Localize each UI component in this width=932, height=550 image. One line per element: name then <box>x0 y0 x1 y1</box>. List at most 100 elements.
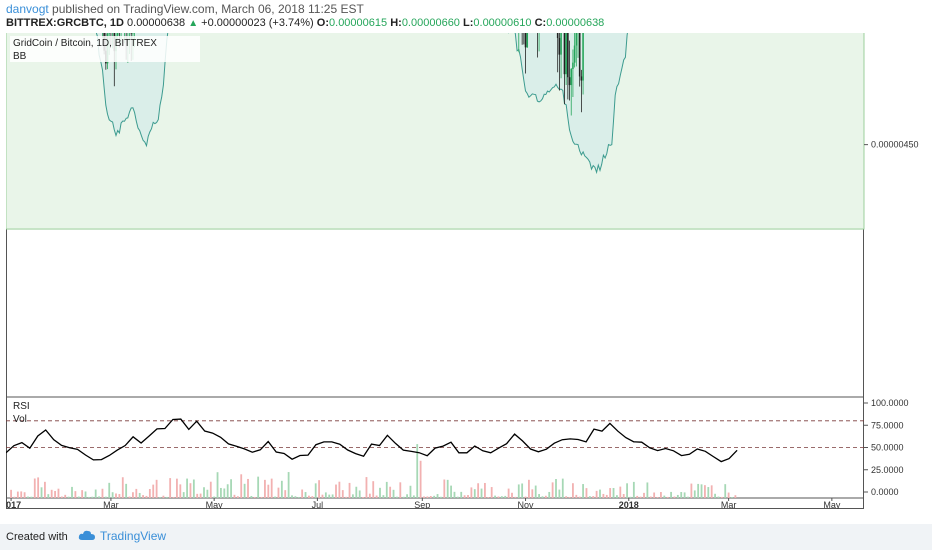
volume-bar <box>84 491 87 498</box>
volume-bar <box>179 484 182 498</box>
candle-body <box>567 17 569 78</box>
high-label: H: <box>390 17 402 29</box>
high-value: 0.00000660 <box>401 17 460 29</box>
volume-bar <box>636 495 639 498</box>
volume-bar <box>670 491 672 498</box>
volume-bar <box>94 489 97 498</box>
volume-bar <box>348 482 351 498</box>
volume-bar <box>311 496 314 498</box>
volume-bar <box>473 489 476 498</box>
low-label: L: <box>463 17 474 29</box>
volume-bar <box>524 496 527 498</box>
volume-bar <box>203 487 205 498</box>
volume-bar <box>47 494 50 498</box>
volume-bar <box>531 489 534 498</box>
volume-bar <box>172 496 175 498</box>
volume-bar <box>619 486 622 498</box>
volume-bar <box>308 495 310 498</box>
volume-bar <box>582 484 584 498</box>
volume-bar <box>132 492 134 498</box>
volume-bar <box>592 496 595 498</box>
volume-bar <box>23 492 26 498</box>
candle-body <box>575 24 578 46</box>
time-tick-label: May <box>823 500 841 509</box>
created-with-text: Created with <box>6 531 68 543</box>
volume-bar <box>517 484 520 498</box>
volume-bar <box>731 496 733 498</box>
volume-bar <box>450 485 452 498</box>
volume-bar <box>148 489 151 498</box>
volume-bar <box>392 489 395 498</box>
volume-bar <box>409 485 412 498</box>
volume-bar <box>209 481 212 498</box>
volume-bar <box>274 496 276 498</box>
volume-bar <box>676 494 679 498</box>
volume-bar <box>514 496 517 498</box>
candle-body <box>568 77 571 86</box>
volume-bar <box>727 492 730 498</box>
chart-area[interactable]: 0.000050000.000045000.000040000.00003500… <box>1 0 919 510</box>
volume-bar <box>162 495 165 498</box>
volume-bar <box>358 490 361 498</box>
candle-body <box>578 19 581 77</box>
volume-bar <box>412 495 415 498</box>
volume-bar <box>345 496 348 498</box>
volume-bar <box>355 486 358 498</box>
volume-bar <box>717 496 720 498</box>
rsi-title: RSI <box>13 401 30 412</box>
volume-bar <box>429 496 432 498</box>
bollinger-lower-band <box>84 0 632 175</box>
volume-bar <box>528 479 530 498</box>
time-tick-label: Nov <box>518 500 535 509</box>
volume-bar <box>588 496 591 498</box>
volume-bar <box>734 495 737 498</box>
volume-bar <box>558 489 561 498</box>
volume-bar <box>138 492 141 498</box>
volume-bar <box>649 496 652 498</box>
volume-bar <box>236 496 239 498</box>
volume-bar <box>683 492 686 498</box>
volume-bar <box>382 495 385 498</box>
volume-bar <box>365 477 368 498</box>
volume-bar <box>704 485 706 498</box>
volume-bar <box>88 496 90 498</box>
volume-bar <box>484 482 486 498</box>
volume-bar <box>297 496 300 498</box>
volume-bar <box>487 497 490 498</box>
volume-bar <box>260 496 263 498</box>
tradingview-brand-label: TradingView <box>100 529 167 543</box>
volume-bar <box>707 487 710 498</box>
volume-bar <box>396 496 398 498</box>
volume-bar <box>10 489 12 498</box>
volume-bar <box>426 496 429 498</box>
volume-bar <box>118 494 121 498</box>
low-value: 0.00000610 <box>473 17 532 29</box>
volume-bar <box>680 492 683 498</box>
volume-bar <box>653 492 656 498</box>
volume-bar <box>697 483 700 498</box>
tradingview-brand-link[interactable]: TradingView <box>78 529 166 544</box>
volume-bar <box>463 495 466 498</box>
volume-bar <box>247 478 249 498</box>
volume-bar <box>213 496 216 498</box>
footer-bar: Created with TradingView <box>0 524 932 550</box>
time-tick-label: Mar <box>103 500 119 509</box>
volume-bar <box>280 480 283 498</box>
time-tick-label: May <box>206 500 224 509</box>
time-tick-label: Mar <box>721 500 737 509</box>
chart-svg[interactable]: 0.000050000.000045000.000040000.00003500… <box>1 0 932 510</box>
volume-bar <box>656 496 659 498</box>
volume-bar <box>81 490 84 498</box>
time-tick-label: Sep <box>414 500 430 509</box>
legend-backdrop <box>10 36 200 62</box>
username-link[interactable]: danvogt <box>6 2 49 16</box>
volume-bar <box>511 492 513 498</box>
volume-bar <box>504 495 507 498</box>
candle-body <box>572 62 574 69</box>
volume-bar <box>352 494 354 498</box>
volume-bar <box>192 479 195 498</box>
rsi-tick-label: 25.0000 <box>871 465 904 475</box>
candle-body <box>108 14 111 34</box>
volume-bar <box>724 484 727 498</box>
rsi-tick-label: 0.0000 <box>871 487 899 497</box>
